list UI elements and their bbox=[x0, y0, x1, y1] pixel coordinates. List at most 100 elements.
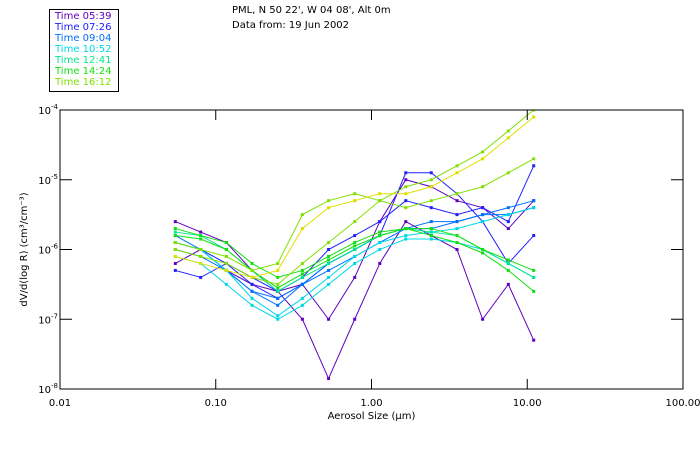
data-point bbox=[532, 338, 536, 342]
data-point bbox=[327, 199, 331, 203]
data-point bbox=[481, 185, 485, 189]
data-point bbox=[199, 261, 203, 265]
y-tick-label: 10-6 bbox=[38, 243, 58, 257]
data-point bbox=[532, 268, 536, 272]
data-point bbox=[300, 296, 304, 300]
data-point bbox=[173, 261, 177, 265]
data-point bbox=[455, 220, 459, 224]
data-point bbox=[404, 192, 408, 196]
legend-entry: Time 12:41 bbox=[55, 55, 112, 66]
y-tick-base: 10 bbox=[38, 106, 51, 117]
y-tick-base: 10 bbox=[38, 315, 51, 326]
data-point bbox=[300, 227, 304, 231]
data-point bbox=[199, 248, 203, 251]
data-point bbox=[481, 213, 485, 217]
data-point bbox=[276, 275, 280, 279]
data-point bbox=[455, 248, 459, 251]
legend-entry: Time 07:26 bbox=[55, 22, 112, 33]
data-point bbox=[404, 171, 408, 175]
data-point bbox=[327, 377, 331, 381]
data-point bbox=[404, 206, 408, 210]
data-point bbox=[250, 296, 254, 300]
data-point bbox=[353, 275, 357, 279]
series-group bbox=[173, 110, 536, 381]
y-tick-exponent: -6 bbox=[51, 243, 59, 251]
data-point bbox=[327, 282, 331, 286]
y-tick-label: 10-8 bbox=[38, 382, 58, 396]
data-point bbox=[173, 268, 177, 272]
data-point bbox=[532, 289, 536, 293]
data-point bbox=[455, 241, 459, 245]
data-point bbox=[199, 234, 203, 238]
data-point bbox=[378, 241, 382, 245]
data-point bbox=[532, 115, 536, 119]
data-point bbox=[353, 317, 357, 321]
data-point bbox=[506, 220, 510, 224]
data-point bbox=[481, 206, 485, 210]
series-line-1241 bbox=[175, 228, 534, 292]
data-point bbox=[532, 157, 536, 161]
x-tick-label: 10.00 bbox=[513, 398, 542, 409]
data-point bbox=[300, 303, 304, 307]
y-tick-exponent: -5 bbox=[51, 173, 58, 181]
data-point bbox=[404, 220, 408, 224]
data-point bbox=[353, 192, 357, 196]
y-tick-exponent: -8 bbox=[51, 382, 58, 390]
data-point bbox=[276, 286, 280, 290]
data-point bbox=[327, 254, 331, 258]
data-point bbox=[481, 157, 485, 161]
data-point bbox=[199, 230, 203, 234]
data-point bbox=[327, 275, 331, 279]
data-point bbox=[481, 251, 485, 255]
y-tick-label: 10-4 bbox=[38, 103, 58, 117]
data-point bbox=[353, 261, 357, 265]
series-line-1052 bbox=[175, 207, 534, 317]
y-tick-exponent: -7 bbox=[51, 312, 58, 320]
data-point bbox=[276, 314, 280, 318]
data-point bbox=[327, 258, 331, 262]
legend-entry: Time 16:12 bbox=[55, 77, 112, 88]
data-point bbox=[276, 303, 280, 307]
data-point bbox=[327, 261, 331, 265]
data-point bbox=[224, 254, 228, 258]
data-point bbox=[378, 192, 382, 196]
data-point bbox=[327, 268, 331, 272]
x-tick-label: 100.00 bbox=[666, 398, 700, 409]
data-point bbox=[429, 206, 433, 210]
data-point bbox=[353, 248, 357, 251]
data-point bbox=[224, 268, 228, 272]
data-point bbox=[300, 317, 304, 321]
data-point bbox=[327, 248, 331, 251]
data-point bbox=[224, 248, 228, 251]
data-point bbox=[506, 171, 510, 175]
plot-frame bbox=[59, 109, 684, 390]
x-tick-label: 0.01 bbox=[49, 398, 71, 409]
data-point bbox=[276, 282, 280, 286]
data-point bbox=[481, 150, 485, 154]
data-point bbox=[327, 206, 331, 210]
data-point bbox=[353, 220, 357, 224]
data-point bbox=[429, 237, 433, 241]
data-point bbox=[378, 199, 382, 203]
data-point bbox=[481, 248, 485, 251]
data-point bbox=[250, 303, 254, 307]
y-axis-label: dV/d(log R) (cm³/cm⁻³) bbox=[19, 192, 30, 306]
legend-entry: Time 09:04 bbox=[55, 33, 112, 44]
data-point bbox=[506, 206, 510, 210]
data-point bbox=[378, 230, 382, 234]
data-point bbox=[506, 227, 510, 231]
data-point bbox=[300, 213, 304, 217]
y-tick-base: 10 bbox=[38, 246, 51, 257]
data-point bbox=[250, 268, 254, 272]
data-point bbox=[224, 241, 228, 245]
data-point bbox=[353, 234, 357, 238]
data-point bbox=[327, 241, 331, 245]
data-point bbox=[455, 227, 459, 231]
data-point bbox=[455, 234, 459, 238]
data-point bbox=[173, 220, 177, 224]
data-point bbox=[429, 234, 433, 238]
data-point bbox=[224, 282, 228, 286]
data-point bbox=[353, 241, 357, 245]
legend-entry: Time 05:39 bbox=[55, 11, 112, 22]
